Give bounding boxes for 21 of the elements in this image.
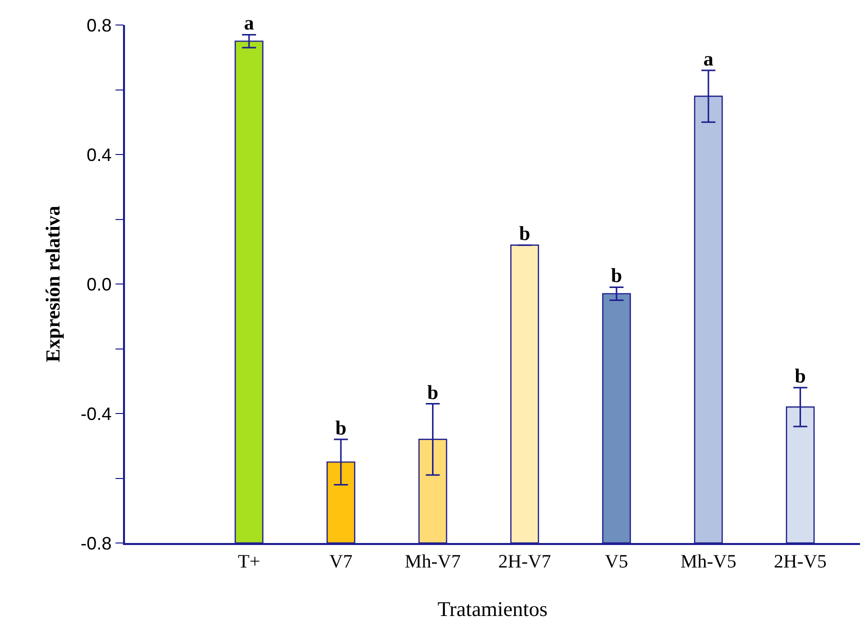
- x-tick-label: Mh-V7: [404, 552, 461, 573]
- data-label: b: [794, 366, 806, 388]
- data-label: b: [519, 223, 530, 246]
- x-tick-label: 2H-V5: [774, 552, 827, 573]
- y-tick-label: -0.4: [80, 404, 112, 424]
- y-tick-label: -0.8: [80, 533, 112, 554]
- data-label: b: [427, 382, 438, 404]
- y-tick-label: 0.8: [86, 15, 112, 36]
- x-tick-label: Mh-V5: [680, 552, 736, 573]
- x-tick-label: 2H-V7: [498, 552, 552, 573]
- x-tick-label: T+: [238, 552, 260, 573]
- x-axis-title: Tratamientos: [437, 597, 548, 622]
- data-label: b: [335, 417, 346, 440]
- data-label: a: [244, 12, 254, 35]
- y-tick-label: 0.0: [86, 274, 112, 294]
- y-tick-label: 0.4: [86, 144, 112, 165]
- data-label: b: [610, 265, 622, 288]
- x-tick-label: V5: [604, 552, 628, 573]
- data-label: a: [703, 48, 714, 70]
- y-axis-title: Expresión relativa: [42, 206, 65, 362]
- x-tick-label: V7: [329, 552, 353, 573]
